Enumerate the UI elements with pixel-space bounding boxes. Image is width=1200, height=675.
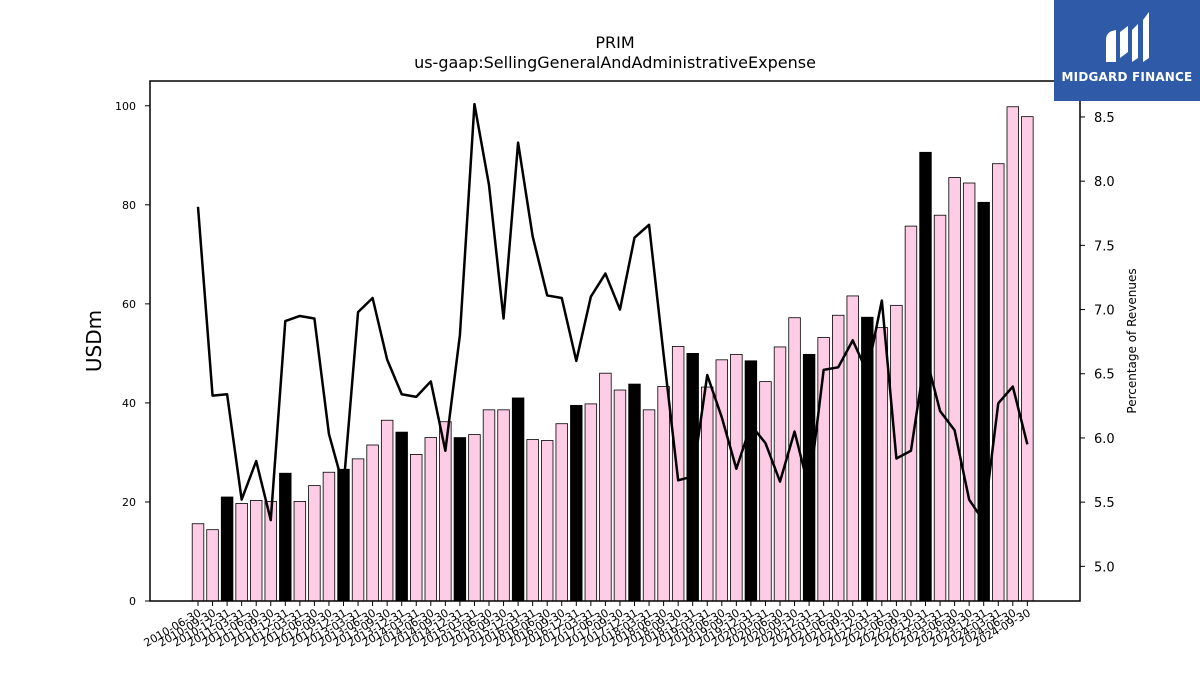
y2-tick-label: 7.5 [1094,239,1115,254]
y2-tick-label: 8.5 [1094,111,1115,126]
bar [526,439,539,602]
bar [977,201,990,602]
bar [599,372,612,602]
bar [1006,106,1020,602]
bar [249,500,263,602]
bar [308,485,321,602]
bar [424,437,438,602]
revenue-percentage-line [196,102,1029,523]
bar [541,440,554,602]
bar [410,454,423,602]
y-tick-label: 60 [122,298,136,311]
bar [875,327,889,602]
bar [511,397,525,602]
chart-title: PRIM [595,33,634,52]
bar [570,404,583,602]
plot-frame [149,80,1081,602]
bar [730,353,743,602]
bar [293,501,307,602]
bar [715,359,729,602]
bar [861,316,874,602]
y2-tick-label: 6.0 [1094,432,1115,447]
y-tick-label: 20 [122,496,136,509]
y2-tick-label: 7.0 [1094,304,1115,319]
bar [468,434,481,602]
bar [628,383,641,602]
logo-mark-icon [1106,12,1149,62]
bar [322,471,336,602]
y-tick-label: 80 [122,199,136,212]
x-axis: 2010-06-302010-09-302010-12-312011-03-31… [142,601,1033,650]
y2-axis-label: Percentage of Revenues [1125,268,1139,413]
logo-text: MIDGARD FINANCE [1061,70,1193,84]
y-axis-left: 0 20 40 60 80 100 [115,100,150,608]
y2-tick-label: 6.5 [1094,368,1115,383]
bar [657,386,670,602]
y-tick-label: 40 [122,397,136,410]
bar [904,225,918,602]
bar [453,437,467,602]
y-tick-label: 0 [129,595,136,608]
y2-tick-label: 8.0 [1094,175,1115,190]
bar [337,468,350,602]
bar [220,496,234,602]
bar [351,458,365,602]
bar [948,177,961,602]
y2-tick-label: 5.5 [1094,496,1115,511]
bar [759,381,772,602]
bar [555,423,568,602]
bar [191,523,205,602]
y-axis-right: 5.0 5.5 6.0 6.5 7.0 7.5 8.0 8.5 [1080,111,1115,575]
bar [366,444,379,602]
line-series [196,102,1029,523]
bar [235,503,248,602]
bar-series [191,106,1034,602]
bar [962,182,976,602]
brand-logo: MIDGARD FINANCE [1054,0,1200,101]
bar [701,386,714,602]
bar [497,409,510,602]
y-axis-label: USDm [82,310,106,372]
chart-subtitle: us-gaap:SellingGeneralAndAdministrativeE… [414,53,816,72]
bar [788,317,801,602]
bar [584,403,598,602]
bar [613,389,627,602]
bar [482,409,496,602]
y-tick-label: 100 [115,100,136,113]
bar [395,431,408,602]
bar [642,409,656,602]
y2-tick-label: 5.0 [1094,560,1115,575]
bar [380,419,394,602]
bar [992,163,1005,602]
bar [206,529,219,602]
bar [1021,116,1034,602]
bar [279,472,292,602]
bar [744,360,758,602]
